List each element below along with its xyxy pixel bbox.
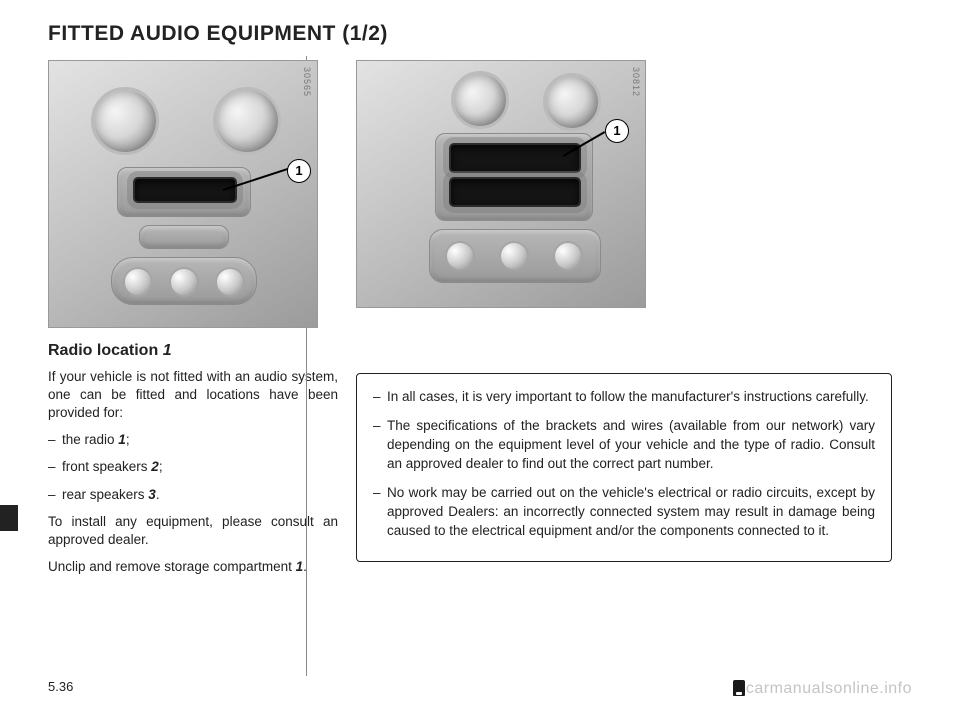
bullet-pre: rear speakers [62, 487, 148, 502]
air-vent-icon [451, 71, 509, 129]
intro-paragraph: If your vehicle is not fitted with an au… [48, 368, 338, 423]
knob-icon [215, 267, 245, 297]
p3-num: 1 [296, 559, 304, 574]
dashboard-photo-left: 30565 1 [48, 60, 318, 328]
image-id: 30565 [301, 67, 313, 97]
knob-icon [123, 267, 153, 297]
subhead-num: 1 [163, 342, 172, 359]
bullet-pre: the radio [62, 432, 118, 447]
section-tab-icon [0, 505, 18, 531]
watermark-text: carmanualsonline.info [746, 680, 912, 697]
knob-icon [169, 267, 199, 297]
bullet-text: the radio 1; [62, 431, 338, 449]
bullet-text: rear speakers 3. [62, 486, 338, 504]
bullet-dash: – [48, 486, 62, 504]
bullet-post: ; [126, 432, 130, 447]
title-main: FITTED AUDIO EQUIPMENT [48, 22, 336, 45]
right-column: 30812 1 – In all cases, it is [356, 60, 912, 586]
radio-slot-lower [449, 177, 581, 207]
air-vent-icon [543, 73, 601, 131]
note-text: No work may be carried out on the vehicl… [387, 484, 875, 541]
button-row [139, 225, 229, 249]
p3-pre: Unclip and remove storage compartment [48, 559, 296, 574]
paragraph: To install any equipment, please consult… [48, 513, 338, 549]
bullet-dash: – [373, 388, 387, 407]
callout-bubble: 1 [287, 159, 311, 183]
bullet-pre: front speakers [62, 459, 151, 474]
bullet-post: ; [159, 459, 163, 474]
list-item: – No work may be carried out on the vehi… [373, 484, 875, 541]
list-item: – rear speakers 3. [48, 486, 338, 504]
bullet-dash: – [48, 431, 62, 449]
bullet-num: 2 [151, 459, 159, 474]
page-number: 5.36 [48, 679, 73, 694]
list-item: – front speakers 2; [48, 458, 338, 476]
note-box: – In all cases, it is very important to … [356, 373, 892, 561]
radio-slot-upper [449, 143, 581, 173]
bullet-dash: – [373, 417, 387, 474]
list-item: – The specifications of the brackets and… [373, 417, 875, 474]
knob-icon [553, 241, 583, 271]
page-title: FITTED AUDIO EQUIPMENT (1/2) [48, 22, 912, 46]
knob-icon [445, 241, 475, 271]
watermark-icon [733, 680, 745, 696]
radio-slot [133, 177, 237, 203]
bullet-post: . [156, 487, 160, 502]
callout-number: 1 [295, 163, 302, 178]
list-item: – In all cases, it is very important to … [373, 388, 875, 407]
callout-bubble: 1 [605, 119, 629, 143]
bullet-text: front speakers 2; [62, 458, 338, 476]
knob-icon [499, 241, 529, 271]
note-text: The specifications of the brackets and w… [387, 417, 875, 474]
list-item: – the radio 1; [48, 431, 338, 449]
air-vent-icon [213, 87, 281, 155]
bullet-num: 1 [118, 432, 126, 447]
paragraph: Unclip and remove storage compartment 1. [48, 558, 338, 576]
title-paren: (1/2) [342, 22, 388, 45]
spacer [356, 336, 912, 373]
left-column: 30565 1 Radio location 1 If [48, 60, 338, 586]
bullet-dash: – [48, 458, 62, 476]
subhead-text: Radio location [48, 342, 158, 359]
section-heading: Radio location 1 [48, 340, 338, 362]
dashboard-photo-right: 30812 1 [356, 60, 646, 308]
manual-page: FITTED AUDIO EQUIPMENT (1/2) 30565 1 [0, 0, 960, 710]
callout-number: 1 [613, 123, 620, 138]
watermark: carmanualsonline.info [733, 680, 912, 698]
air-vent-icon [91, 87, 159, 155]
columns: 30565 1 Radio location 1 If [48, 60, 912, 586]
note-text: In all cases, it is very important to fo… [387, 388, 875, 407]
bullet-num: 3 [148, 487, 156, 502]
image-id: 30812 [631, 67, 641, 97]
bullet-dash: – [373, 484, 387, 541]
